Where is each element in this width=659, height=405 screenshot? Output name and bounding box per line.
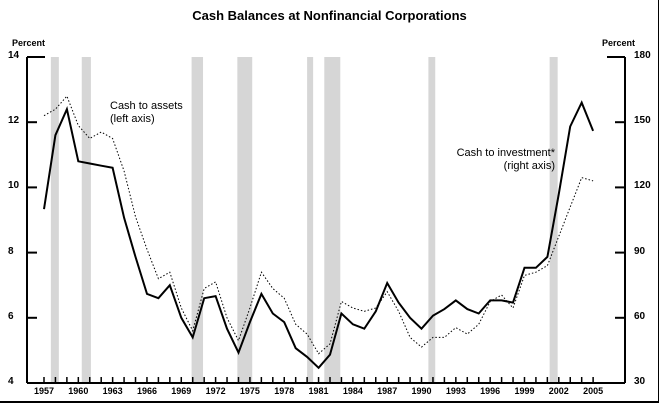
left-axis-tick-label: 4 bbox=[8, 376, 14, 387]
right-axis-tick-label: 30 bbox=[634, 376, 646, 387]
x-axis-tick-label: 1993 bbox=[445, 386, 466, 396]
annotation-cash-to-investment-line1: Cash to investment* bbox=[456, 147, 555, 159]
recession-bar bbox=[50, 57, 59, 383]
x-axis-tick-label: 1975 bbox=[239, 386, 260, 396]
left-axis-tick-label: 12 bbox=[8, 115, 20, 127]
x-axis-tick-label: 1960 bbox=[68, 386, 89, 396]
x-axis-tick-label: 1957 bbox=[33, 386, 55, 396]
x-axis-tick-label: 1990 bbox=[411, 386, 432, 396]
right-axis-tick-label: 60 bbox=[634, 310, 646, 322]
annotation-cash-to-assets-line1: Cash to assets bbox=[110, 100, 183, 112]
recession-bar bbox=[428, 57, 436, 383]
left-axis-tick-label: 10 bbox=[8, 180, 20, 192]
annotation-cash-to-investment-line2: (right axis) bbox=[503, 160, 555, 172]
series-cash-to-investment-line bbox=[43, 100, 595, 370]
right-axis-unit-label: Percent bbox=[602, 38, 636, 48]
recession-bar bbox=[237, 57, 253, 383]
annotation-cash-to-assets: Cash to assets (left axis) bbox=[110, 100, 183, 126]
recession-bar bbox=[307, 57, 314, 383]
x-axis-tick-label: 2002 bbox=[548, 386, 569, 396]
chart-title: Cash Balances at Nonfinancial Corporatio… bbox=[192, 8, 467, 23]
series-cash-to-assets-line bbox=[43, 95, 594, 355]
left-axis-tick-label: 8 bbox=[8, 245, 14, 257]
annotation-cash-to-investment: Cash to investment* (right axis) bbox=[445, 147, 555, 173]
x-axis-tick-label: 1966 bbox=[136, 386, 157, 396]
x-axis-tick-label: 1981 bbox=[308, 386, 329, 396]
x-axis-tick-label: 2005 bbox=[583, 386, 604, 396]
x-axis-tick-label: 1969 bbox=[171, 386, 192, 396]
x-axis-tick-label: 1972 bbox=[205, 386, 226, 396]
left-axis-tick-label: 6 bbox=[8, 310, 14, 322]
x-axis-tick-label: 1984 bbox=[342, 386, 363, 396]
right-axis-tick-label: 150 bbox=[634, 115, 651, 127]
frame-bottom-border bbox=[0, 401, 659, 403]
right-axis-tick-label: 120 bbox=[634, 180, 651, 192]
x-axis-tick-label: 1996 bbox=[480, 386, 501, 396]
x-axis-tick-label: 1987 bbox=[377, 386, 398, 396]
x-axis-tick-label: 1963 bbox=[102, 386, 123, 396]
recession-bar bbox=[324, 57, 341, 383]
x-axis-tick-label: 1978 bbox=[274, 386, 295, 396]
annotation-cash-to-assets-line2: (left axis) bbox=[110, 113, 155, 125]
x-axis-tick-label: 1999 bbox=[514, 386, 535, 396]
right-axis-tick-label: 90 bbox=[634, 245, 646, 257]
recession-bar bbox=[81, 57, 91, 383]
recession-bar bbox=[191, 57, 204, 383]
left-axis-tick-label: 14 bbox=[8, 50, 20, 61]
right-axis-tick-label: 180 bbox=[634, 50, 651, 61]
left-axis-unit-label: Percent bbox=[12, 38, 46, 48]
